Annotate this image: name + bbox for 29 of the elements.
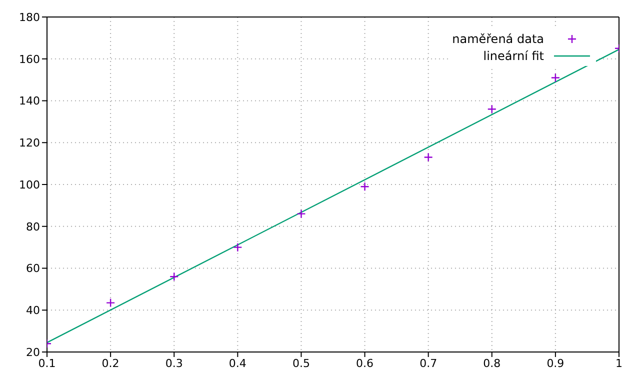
x-tick-label: 0.4: [228, 356, 246, 370]
x-tick-label: 1: [616, 356, 622, 370]
point: [487, 104, 496, 114]
y-tick-label: 20: [26, 346, 40, 359]
y-tick-label: 160: [19, 52, 40, 66]
point: [296, 209, 306, 218]
y-tick-label: 180: [19, 10, 40, 24]
legend-label: lineární fit: [483, 48, 544, 62]
y-tick-label: 80: [26, 220, 40, 234]
x-tick-label: 0.8: [483, 356, 501, 370]
x-tick-label: 0.2: [102, 356, 120, 370]
x-tick-label: 0.5: [292, 356, 310, 370]
x-tick-label: 0.6: [356, 356, 374, 370]
y-tick-label: 60: [26, 262, 40, 276]
point: [424, 152, 433, 162]
legend-label: naměřená data: [452, 32, 544, 46]
point: [233, 242, 242, 252]
x-tick-label: 0.9: [546, 356, 564, 370]
y-tick-label: 120: [19, 136, 40, 150]
point: [106, 298, 116, 308]
x-tick-label: 0.1: [38, 356, 56, 370]
point: [360, 182, 370, 192]
x-tick-label: 0.7: [420, 356, 438, 370]
y-tick-label: 40: [26, 304, 40, 318]
y-tick-label: 140: [19, 94, 40, 108]
y-tick-label: 100: [19, 178, 40, 192]
point: [550, 73, 560, 82]
x-tick-label: 0.3: [165, 356, 183, 370]
point: [170, 272, 179, 282]
